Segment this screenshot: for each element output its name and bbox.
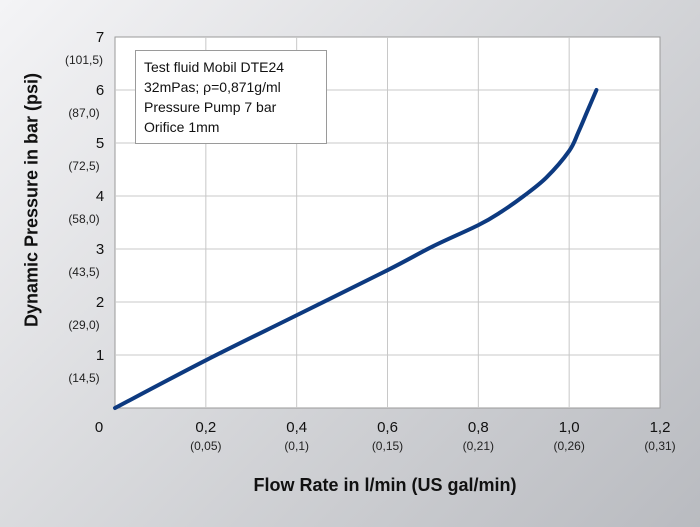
x-tick-label: 0,4 <box>286 419 307 436</box>
x-tick-label: 0,6 <box>377 419 398 436</box>
y-tick-sublabel: (29,0) <box>68 318 99 332</box>
y-tick-sublabel: (43,5) <box>68 265 99 279</box>
y-tick-label: 7 <box>96 29 104 46</box>
y-tick-label: 2 <box>96 294 104 311</box>
series-line <box>113 88 599 410</box>
y-tick-sublabel: (87,0) <box>68 106 99 120</box>
x-tick-labels: 0 0,2 (0,05) 0,4 (0,1) 0,6 (0,15) 0,8 (0,21) 1,0 (… <box>95 419 676 453</box>
y-tick-sublabel: (58,0) <box>68 212 99 226</box>
y-tick-label: 1 <box>96 347 104 364</box>
x-tick-sublabel: (0,05) <box>190 439 221 453</box>
x-tick-label: 0,2 <box>195 419 216 436</box>
x-axis-title: Flow Rate in l/min (US gal/min) <box>253 475 517 495</box>
annotation-line: Test fluid Mobil DTE24 <box>144 59 285 75</box>
y-tick-label: 4 <box>96 188 104 205</box>
x-tick-label: 1,2 <box>650 419 671 436</box>
y-tick-label: 6 <box>96 82 104 99</box>
y-tick-sublabel: (72,5) <box>68 159 99 173</box>
series-group <box>113 88 599 410</box>
x-tick-sublabel: (0,15) <box>372 439 403 453</box>
x-tick-label: 1,0 <box>559 419 580 436</box>
x-tick-sublabel: (0,21) <box>463 439 494 453</box>
y-tick-label: 5 <box>96 135 104 152</box>
annotation-line: 32mPas; ρ=0,871g/ml <box>144 79 281 95</box>
x-tick-sublabel: (0,26) <box>553 439 584 453</box>
annotation-line: Pressure Pump 7 bar <box>144 99 277 115</box>
y-tick-sublabel: (14,5) <box>68 371 99 385</box>
x-tick-label: 0,8 <box>468 419 489 436</box>
x-tick-sublabel: (0,1) <box>284 439 309 453</box>
x-tick-label: 0 <box>95 419 103 436</box>
annotation-line: Orifice 1mm <box>144 119 220 135</box>
annotation-box: Test fluid Mobil DTE24 32mPas; ρ=0,871g/… <box>135 50 327 144</box>
y-tick-label: 3 <box>96 241 104 258</box>
y-tick-labels: 1 (14,5) 2 (29,0) 3 (43,5) 4 (58,0) 5 (72,5) 6 (87,… <box>65 29 104 385</box>
x-tick-sublabel: (0,31) <box>644 439 675 453</box>
y-axis-title: Dynamic Pressure in bar (psi) <box>21 72 42 328</box>
y-tick-sublabel: (101,5) <box>65 53 103 67</box>
